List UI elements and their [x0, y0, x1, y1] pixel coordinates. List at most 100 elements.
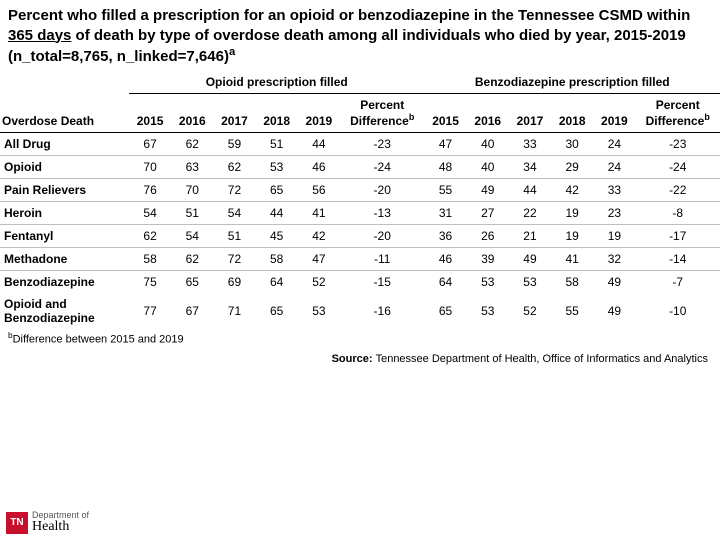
cell: 22	[509, 201, 551, 224]
cell: -14	[635, 247, 720, 270]
cell: 51	[256, 132, 298, 155]
cell: -23	[340, 132, 424, 155]
col-o-diff: Percent Differenceb	[340, 93, 424, 132]
cell: 53	[467, 293, 509, 329]
cell: 54	[129, 201, 171, 224]
source-text: Tennessee Department of Health, Office o…	[376, 353, 708, 365]
cell: 62	[213, 155, 255, 178]
cell: 58	[256, 247, 298, 270]
cell: 54	[213, 201, 255, 224]
cell: 44	[298, 132, 340, 155]
table-row: Heroin5451544441-133127221923-8	[0, 201, 720, 224]
footnote-text: Difference between 2015 and 2019	[13, 333, 184, 345]
cell: 31	[424, 201, 466, 224]
col-o-2016: 2016	[171, 93, 213, 132]
title-sup: a	[229, 46, 235, 58]
cell: 53	[509, 270, 551, 293]
cell: -23	[635, 132, 720, 155]
col-o-2017: 2017	[213, 93, 255, 132]
cell: 44	[509, 178, 551, 201]
table-row: Benzodiazepine7565696452-156453535849-7	[0, 270, 720, 293]
col-b-2015: 2015	[424, 93, 466, 132]
source-label: Source:	[332, 353, 376, 365]
cell: -20	[340, 224, 424, 247]
cell: 33	[509, 132, 551, 155]
col-b-2019: 2019	[593, 93, 635, 132]
cell: 32	[593, 247, 635, 270]
col-b-2018: 2018	[551, 93, 593, 132]
table-row: Opioid7063625346-244840342924-24	[0, 155, 720, 178]
cell: 65	[256, 293, 298, 329]
cell: 65	[256, 178, 298, 201]
row-label: Methadone	[0, 247, 129, 270]
cell: 58	[129, 247, 171, 270]
cell: 58	[551, 270, 593, 293]
blank-corner	[0, 71, 129, 94]
cell: 62	[171, 132, 213, 155]
cell: -8	[635, 201, 720, 224]
cell: 39	[467, 247, 509, 270]
data-table: Opioid prescription filled Benzodiazepin…	[0, 71, 720, 329]
cell: 64	[256, 270, 298, 293]
footnote: bDifference between 2015 and 2019	[0, 329, 720, 348]
group-header-benzo: Benzodiazepine prescription filled	[424, 71, 720, 94]
year-header-row: Overdose Death 2015 2016 2017 2018 2019 …	[0, 93, 720, 132]
cell: 54	[171, 224, 213, 247]
col-o-2015: 2015	[129, 93, 171, 132]
cell: 65	[171, 270, 213, 293]
cell: 19	[593, 224, 635, 247]
cell: -11	[340, 247, 424, 270]
cell: 42	[298, 224, 340, 247]
cell: 49	[593, 270, 635, 293]
cell: 41	[551, 247, 593, 270]
cell: 49	[467, 178, 509, 201]
table-row: All Drug6762595144-234740333024-23	[0, 132, 720, 155]
cell: 24	[593, 132, 635, 155]
cell: -15	[340, 270, 424, 293]
cell: 51	[213, 224, 255, 247]
cell: 51	[171, 201, 213, 224]
cell: 52	[298, 270, 340, 293]
cell: 71	[213, 293, 255, 329]
cell: -22	[635, 178, 720, 201]
cell: 62	[129, 224, 171, 247]
col-o-2019: 2019	[298, 93, 340, 132]
col-o-2018: 2018	[256, 93, 298, 132]
cell: 52	[509, 293, 551, 329]
cell: 48	[424, 155, 466, 178]
cell: 49	[593, 293, 635, 329]
cell: 53	[256, 155, 298, 178]
row-label: Opioid	[0, 155, 129, 178]
cell: 59	[213, 132, 255, 155]
table-row: Opioid and Benzodiazepine7767716553-1665…	[0, 293, 720, 329]
cell: 76	[129, 178, 171, 201]
col-b-diff: Percent Differenceb	[635, 93, 720, 132]
row-label: Heroin	[0, 201, 129, 224]
cell: 34	[509, 155, 551, 178]
cell: 33	[593, 178, 635, 201]
title-p2: of death by type of overdose death among…	[8, 27, 686, 66]
logo: TN Department of Health	[6, 511, 89, 534]
cell: 19	[551, 201, 593, 224]
cell: 62	[171, 247, 213, 270]
logo-badge: TN	[6, 512, 28, 534]
cell: 26	[467, 224, 509, 247]
cell: 24	[593, 155, 635, 178]
cell: -7	[635, 270, 720, 293]
cell: 47	[424, 132, 466, 155]
row-label: Benzodiazepine	[0, 270, 129, 293]
cell: 23	[593, 201, 635, 224]
col-b-2017: 2017	[509, 93, 551, 132]
cell: 53	[467, 270, 509, 293]
row-label: Opioid and Benzodiazepine	[0, 293, 129, 329]
cell: 27	[467, 201, 509, 224]
cell: 47	[298, 247, 340, 270]
table-row: Pain Relievers7670726556-205549444233-22	[0, 178, 720, 201]
cell: -24	[340, 155, 424, 178]
cell: 72	[213, 178, 255, 201]
cell: 56	[298, 178, 340, 201]
cell: 75	[129, 270, 171, 293]
cell: 67	[171, 293, 213, 329]
row-header-label: Overdose Death	[0, 93, 129, 132]
cell: 72	[213, 247, 255, 270]
